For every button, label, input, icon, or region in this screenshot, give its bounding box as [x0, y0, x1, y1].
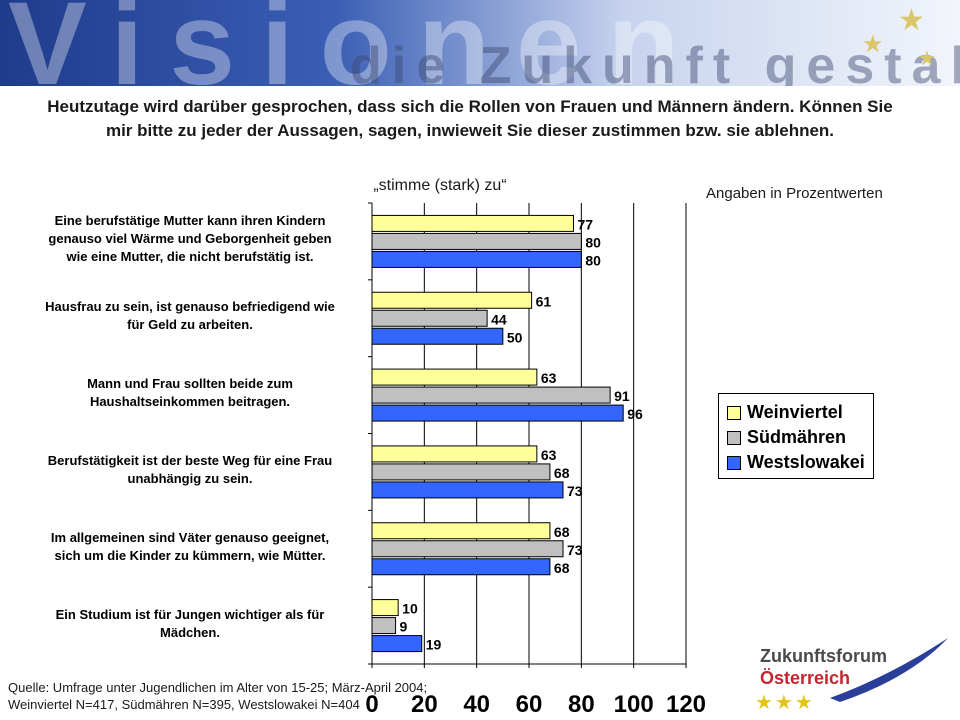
x-tick-label: 100: [614, 691, 654, 718]
logo-stars-icon: ★★★: [755, 692, 815, 714]
legend-item-weinviertel: Weinviertel: [727, 400, 865, 425]
star-icon: ★: [918, 48, 936, 70]
x-tick-label: 120: [666, 691, 706, 718]
bar: [371, 481, 564, 499]
data-label: 9: [400, 619, 408, 635]
logo-swoosh-icon: [830, 638, 948, 702]
category-label: Im allgemeinen sind Väter genauso geeign…: [20, 529, 360, 565]
x-tick-label: 80: [568, 691, 595, 718]
page-title: Heutzutage wird darüber gesprochen, dass…: [47, 97, 893, 140]
legend-swatch-weinviertel: [727, 405, 741, 420]
category-label-line: für Geld zu arbeiten.: [127, 317, 253, 333]
bar: [371, 232, 582, 250]
chart-subtitle: „stimme (stark) zu“: [373, 177, 507, 194]
bar: [371, 540, 564, 558]
data-label: 80: [585, 234, 601, 250]
category-label-line: unabhängig zu sein.: [127, 470, 253, 486]
bar: [371, 368, 538, 386]
star-icon: ★: [898, 4, 925, 37]
legend-label: Südmähren: [747, 427, 847, 447]
data-label: 19: [426, 637, 442, 653]
legend-label: Westslowakei: [747, 452, 865, 472]
source-note: Quelle: Umfrage unter Jugendlichen im Al…: [8, 679, 427, 713]
category-label-line: Hausfrau zu sein, ist genauso befriedige…: [45, 299, 335, 315]
bar: [371, 617, 397, 635]
data-label: 68: [554, 560, 570, 576]
zukunftsforum-logo: Zukunftsforum Österreich ★★★: [740, 636, 955, 716]
logo-text: Zukunftsforum: [760, 646, 887, 666]
data-label: 73: [567, 542, 583, 558]
data-label: 96: [627, 406, 643, 422]
logo-text: Österreich: [760, 668, 851, 688]
bar: [371, 327, 504, 345]
legend-swatch-suedmaehren: [727, 430, 741, 445]
data-label: 80: [585, 252, 601, 268]
bar: [371, 386, 611, 404]
data-label: 61: [536, 293, 552, 309]
category-label-line: Mann und Frau sollten beide zum: [87, 376, 293, 392]
data-label: 63: [541, 370, 557, 386]
x-tick-label: 60: [516, 691, 543, 718]
category-label-line: Berufstätigkeit ist der beste Weg für ei…: [47, 452, 333, 468]
source-line: Weinviertel N=417, Südmähren N=395, West…: [8, 697, 360, 712]
bar: [371, 599, 399, 617]
data-label: 91: [614, 388, 630, 404]
bar: [371, 309, 488, 327]
bar: [371, 635, 423, 653]
banner-visionen-text: Visionen: [8, 0, 706, 86]
bar: [371, 522, 551, 540]
category-label-line: Mädchen.: [160, 624, 220, 640]
category-label-line: Ein Studium ist für Jungen wichtiger als…: [55, 606, 325, 622]
legend-item-westslowakei: Westslowakei: [727, 450, 865, 475]
data-label: 73: [567, 483, 583, 499]
data-label: 63: [541, 447, 557, 463]
category-label: Mann und Frau sollten beide zum Haushalts…: [20, 375, 360, 411]
category-label: Berufstätigkeit ist der beste Weg für ei…: [20, 452, 360, 488]
x-tick-label: 0: [365, 691, 378, 718]
data-label: 50: [507, 329, 523, 345]
star-icon: ★: [862, 31, 884, 58]
category-label: Ein Studium ist für Jungen wichtiger als…: [20, 606, 360, 642]
x-tick-label: 20: [411, 691, 438, 718]
category-label-line: genauso viel Wärme und Geborgenheit gebe…: [48, 231, 332, 247]
data-label: 68: [554, 524, 570, 540]
header-banner: Visionen die Zukunft gestalten ★ ★ ★: [0, 0, 960, 86]
x-tick-label: 40: [463, 691, 490, 718]
category-label: Eine berufstätige Mutter kann ihren Kind…: [20, 212, 360, 266]
bar: [371, 558, 551, 576]
banner-subtitle-text: die Zukunft gestalten: [350, 37, 960, 86]
data-label: 68: [554, 465, 570, 481]
legend-item-suedmaehren: Südmähren: [727, 425, 865, 450]
category-label-line: Haushaltseinkommen beitragen.: [89, 394, 291, 410]
units-note: Angaben in Prozentwerten: [706, 185, 883, 202]
legend-swatch-westslowakei: [727, 455, 741, 470]
chart-legend: Weinviertel Südmähren Westslowakei: [718, 393, 874, 479]
category-label-line: wie eine Mutter, die nicht berufstätig i…: [66, 249, 314, 265]
bar: [371, 404, 624, 422]
bar: [371, 463, 551, 481]
category-label-line: Eine berufstätige Mutter kann ihren Kind…: [54, 213, 326, 229]
source-line: Quelle: Umfrage unter Jugendlichen im Al…: [8, 680, 428, 695]
legend-label: Weinviertel: [747, 402, 843, 422]
category-label-line: sich um die Kinder zu kümmern, wie Mütte…: [54, 547, 326, 563]
bar: [371, 445, 538, 463]
category-label-line: Im allgemeinen sind Väter genauso geeign…: [50, 529, 330, 545]
bar: [371, 291, 533, 309]
data-label: 10: [402, 601, 418, 617]
data-label: 44: [491, 311, 507, 327]
bar: [371, 214, 574, 232]
bar: [371, 250, 582, 268]
category-label: Hausfrau zu sein, ist genauso befriedige…: [20, 298, 360, 334]
data-label: 77: [577, 216, 593, 232]
